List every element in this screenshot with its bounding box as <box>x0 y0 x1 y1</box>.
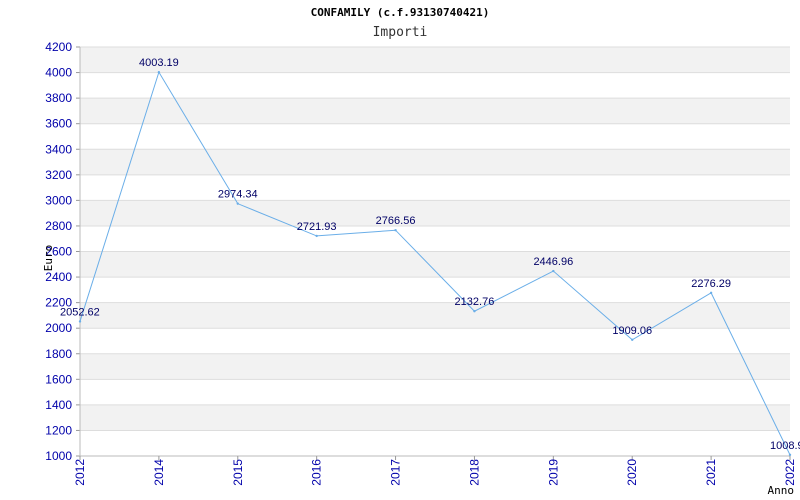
y-tick-label: 2000 <box>45 321 72 335</box>
grid-band <box>80 302 790 329</box>
grid-band <box>80 47 790 73</box>
data-label: 2052.62 <box>60 306 100 318</box>
y-tick-label: 2200 <box>45 296 72 310</box>
data-label: 2132.76 <box>455 296 495 308</box>
grid-bands <box>80 47 790 431</box>
data-point <box>78 320 82 323</box>
grid-lines <box>80 46 790 457</box>
x-tick-label: 2017 <box>389 459 403 486</box>
x-tick-label: 2020 <box>625 459 639 486</box>
y-tick-label: 1600 <box>45 372 72 386</box>
data-label: 2766.56 <box>376 215 416 227</box>
data-point <box>631 338 634 342</box>
x-tick-label: 2022 <box>783 459 797 486</box>
x-tick-label: 2015 <box>231 459 245 486</box>
data-point <box>473 310 476 313</box>
axes <box>76 46 791 460</box>
data-label: 4003.19 <box>139 57 179 69</box>
data-labels: 2052.62 4003.19 2974.34 2721.93 2766.56 2132.… <box>60 57 800 452</box>
y-tick-label: 2600 <box>45 245 72 259</box>
grid-band <box>80 404 790 431</box>
data-point <box>315 234 318 238</box>
y-tick-labels: 1000 1200 1400 1600 1800 2000 2200 2400 2600 2800… <box>45 40 72 463</box>
x-tick-label: 2019 <box>546 459 560 486</box>
data-label: 1008.9 <box>770 440 800 452</box>
y-tick-label: 3200 <box>45 168 72 182</box>
data-point <box>788 453 792 457</box>
y-tick-label: 1000 <box>45 449 72 463</box>
grid-band <box>80 251 790 278</box>
grid-band <box>80 200 790 226</box>
x-axis-label: Anno <box>768 484 795 497</box>
y-tick-label: 2400 <box>45 270 72 284</box>
y-tick-label: 3400 <box>45 142 72 156</box>
x-tick-label: 2012 <box>73 459 87 486</box>
data-point <box>709 291 713 295</box>
chart-title: CONFAMILY (c.f.93130740421) <box>310 6 490 19</box>
y-tick-label: 3800 <box>45 91 72 105</box>
y-tick-label: 3600 <box>45 117 72 131</box>
y-tick-label: 2800 <box>45 219 72 233</box>
grid-band <box>80 149 790 175</box>
x-tick-label: 2018 <box>467 459 481 486</box>
y-tick-label: 1200 <box>45 423 72 437</box>
data-label: 2276.29 <box>691 278 731 290</box>
y-tick-label: 1800 <box>45 347 72 361</box>
x-tick-label: 2016 <box>310 459 324 486</box>
series-line-path <box>79 70 791 456</box>
x-tick-label: 2014 <box>152 459 166 486</box>
y-tick-label: 3000 <box>45 193 72 207</box>
data-point <box>236 202 239 205</box>
y-tick-label: 4000 <box>45 66 72 80</box>
data-label: 2974.34 <box>218 189 258 201</box>
x-tick-labels: 2012 2014 2015 2016 2017 2018 2019 2020 2021 2022 <box>73 459 797 486</box>
data-label: 2721.93 <box>297 221 337 233</box>
grid-band <box>80 353 790 380</box>
y-tick-label: 1400 <box>45 398 72 412</box>
data-point <box>552 269 555 273</box>
data-point <box>157 70 161 74</box>
series-line <box>78 70 792 457</box>
data-point <box>394 229 397 232</box>
data-label: 1909.06 <box>612 325 652 337</box>
x-tick-label: 2021 <box>704 459 718 486</box>
grid-band <box>80 98 790 124</box>
y-axis-label: Euro <box>42 245 55 272</box>
y-tick-label: 4200 <box>45 40 72 54</box>
data-label: 2446.96 <box>533 256 573 268</box>
chart-subtitle: Importi <box>372 25 428 40</box>
